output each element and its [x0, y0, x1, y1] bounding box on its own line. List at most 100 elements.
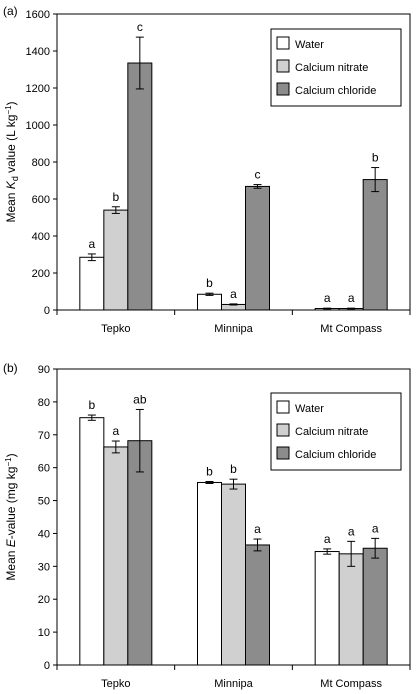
legend-swatch-calcium-chloride — [276, 82, 290, 96]
significance-letter: a — [348, 524, 355, 538]
significance-letter: a — [324, 291, 331, 305]
error-bar-calcium-nitrate-tepko — [111, 440, 120, 454]
y-axis-label-subscript: d — [10, 176, 20, 181]
bar-water-tepko — [79, 256, 105, 311]
y-tick-label: 1600 — [26, 9, 50, 21]
bar-calcium-chloride-mt-compass — [362, 179, 388, 311]
y-axis-label-suffix: ) — [4, 453, 18, 457]
bar-water-minnipa — [197, 293, 222, 311]
legend-swatch-calcium-nitrate — [276, 59, 290, 73]
legend-swatch-calcium-chloride — [276, 446, 290, 460]
y-tick-label: 20 — [38, 594, 50, 606]
error-bar-calcium-nitrate-mt-compass — [347, 307, 356, 310]
y-tick-label: 1400 — [26, 46, 50, 58]
y-tick-label: 1200 — [26, 83, 50, 95]
y-tick-label: 1000 — [26, 120, 50, 132]
significance-letter: b — [372, 151, 379, 165]
y-tick-label: 400 — [32, 231, 50, 243]
y-tick-label: 30 — [38, 561, 50, 573]
bar-calcium-nitrate-mt-compass — [338, 553, 364, 666]
error-bar-water-mt-compass — [323, 307, 332, 310]
y-axis-label: Mean E-value (mg kg−1) — [4, 453, 18, 580]
panel-b-chart: (b) Mean E-value (mg kg−1) 0 10 20 30 40 50 60 70… — [3, 361, 411, 690]
y-tick-label: 50 — [38, 496, 50, 508]
y-tick-label: 200 — [32, 268, 50, 280]
x-tick-label-tepko: Tepko — [101, 323, 130, 335]
legend: Water Calcium nitrate Calcium chloride — [270, 392, 402, 471]
x-tick-label-minnipa: Minnipa — [214, 678, 253, 690]
significance-letter: b — [230, 462, 237, 476]
y-axis-label-prefix: Mean — [4, 189, 18, 222]
bar-calcium-chloride-tepko — [127, 440, 153, 666]
error-bar-calcium-chloride-minnipa — [253, 538, 262, 552]
legend-box — [270, 28, 402, 107]
significance-letter: a — [230, 287, 237, 301]
legend-label-calcium-chloride: Calcium chloride — [295, 85, 376, 97]
legend-swatch-water — [276, 36, 290, 50]
legend: Water Calcium nitrate Calcium chloride — [270, 28, 402, 107]
y-axis-label-unit: value (L kg — [4, 115, 18, 177]
error-bar-calcium-chloride-tepko — [135, 408, 144, 473]
significance-letter: a — [372, 521, 379, 535]
panel-label: (b) — [3, 361, 18, 375]
bar-calcium-nitrate-tepko — [103, 209, 129, 311]
y-tick-label: 90 — [38, 364, 50, 376]
bar-water-minnipa — [197, 481, 222, 666]
error-bar-water-minnipa — [205, 292, 214, 296]
bar-water-mt-compass — [314, 551, 340, 666]
bar-calcium-chloride-mt-compass — [362, 547, 388, 666]
x-tick-label-tepko: Tepko — [101, 678, 130, 690]
y-axis-label-superscript: −1 — [4, 105, 13, 115]
error-bar-calcium-chloride-tepko — [135, 36, 144, 90]
legend-label-calcium-nitrate: Calcium nitrate — [295, 426, 368, 438]
legend-swatch-calcium-nitrate — [276, 423, 290, 437]
error-bar-water-mt-compass — [323, 548, 332, 555]
legend-swatch-water — [276, 400, 290, 414]
y-axis-label-unit: -value (mg kg — [4, 467, 18, 540]
significance-letter: b — [112, 190, 119, 204]
y-tick-label: 600 — [32, 194, 50, 206]
significance-letter: b — [206, 464, 213, 478]
significance-letter: b — [206, 276, 213, 290]
error-bar-calcium-nitrate-mt-compass — [347, 540, 356, 567]
error-bar-calcium-chloride-minnipa — [253, 184, 262, 189]
bar-calcium-nitrate-tepko — [103, 446, 129, 666]
error-bar-calcium-nitrate-tepko — [111, 206, 120, 214]
bar-calcium-chloride-minnipa — [245, 185, 270, 311]
significance-letter: a — [112, 424, 119, 438]
significance-letter: a — [348, 291, 355, 305]
x-tick-label-minnipa: Minnipa — [214, 323, 253, 335]
y-axis-label-symbol: K — [4, 180, 18, 189]
legend-label-water: Water — [295, 39, 324, 51]
y-tick-label: 40 — [38, 528, 50, 540]
y-axis-label-symbol: E — [4, 538, 18, 547]
y-tick-label: 80 — [38, 397, 50, 409]
significance-letter: c — [255, 168, 261, 182]
y-axis-label-suffix: ) — [4, 101, 18, 105]
panel-a-chart: (a) Mean Kd value (L kg−1) 0 200 400 600 800 10… — [3, 4, 411, 335]
error-bar-water-minnipa — [205, 480, 214, 484]
significance-letter: a — [324, 532, 331, 546]
y-tick-label: 70 — [38, 430, 50, 442]
significance-letter: ab — [133, 392, 147, 406]
y-axis-label-prefix: Mean — [4, 547, 18, 580]
error-bar-calcium-chloride-mt-compass — [371, 167, 380, 193]
bar-calcium-chloride-minnipa — [245, 544, 270, 666]
y-tick-label: 0 — [44, 305, 50, 317]
y-axis-label: Mean Kd value (L kg−1) — [4, 101, 20, 222]
legend-box — [270, 392, 402, 471]
y-tick-label: 800 — [32, 157, 50, 169]
error-bar-water-tepko — [87, 253, 96, 262]
y-tick-label: 10 — [38, 627, 50, 639]
x-tick-label-mt-compass: Mt Compass — [320, 323, 382, 335]
error-bar-calcium-nitrate-minnipa — [229, 303, 238, 306]
bar-calcium-chloride-tepko — [127, 62, 153, 311]
bar-calcium-nitrate-minnipa — [221, 483, 246, 666]
y-tick-label: 0 — [44, 660, 50, 672]
panel-label: (a) — [3, 4, 18, 18]
legend-label-water: Water — [295, 403, 324, 415]
error-bar-water-tepko — [87, 414, 96, 421]
significance-letter: a — [88, 237, 95, 251]
significance-letter: a — [254, 522, 261, 536]
